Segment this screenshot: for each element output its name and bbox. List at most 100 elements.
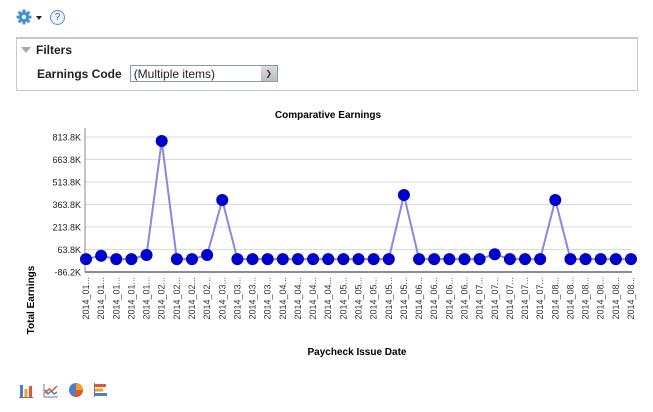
data-point[interactable] (594, 253, 607, 266)
filters-header[interactable]: Filters (21, 43, 72, 57)
filters-title: Filters (36, 43, 73, 57)
x-tick-label: 2014_07... (505, 277, 515, 320)
data-point[interactable] (458, 253, 471, 266)
data-point[interactable] (443, 253, 456, 266)
x-tick-label: 2014_08... (611, 277, 621, 320)
x-tick-label: 2014_06... (429, 277, 439, 320)
x-tick-label: 2014_02... (187, 277, 197, 320)
y-axis-ticks: -86.2K 63.8K 213.8K 363.8K 513.8K 663.8K 813.8… (52, 133, 81, 278)
data-point[interactable] (322, 253, 335, 266)
pie-chart-icon[interactable] (68, 382, 84, 398)
data-point[interactable] (503, 253, 516, 266)
y-tick-label: 813.8K (52, 133, 81, 143)
y-tick-label: 213.8K (52, 223, 81, 233)
earnings-code-label: Earnings Code (37, 66, 122, 81)
earnings-series (80, 135, 637, 266)
x-tick-label: 2014_04... (308, 277, 318, 320)
data-point[interactable] (609, 253, 622, 266)
data-point[interactable] (170, 253, 183, 266)
data-point[interactable] (367, 253, 380, 266)
comparative-earnings-chart: Comparative Earnings Total Earnings Payc… (26, 110, 637, 358)
earnings-code-filter: Earnings Code (Multiple items) ❯ (37, 65, 278, 82)
data-point[interactable] (110, 253, 123, 266)
x-axis-label: Paycheck Issue Date (308, 347, 407, 358)
x-tick-label: 2014_07... (490, 277, 500, 320)
y-tick-label: 663.8K (52, 155, 81, 165)
x-tick-label: 2014_02... (157, 277, 167, 320)
data-point[interactable] (95, 249, 108, 262)
data-point[interactable] (397, 189, 410, 202)
data-point[interactable] (291, 253, 304, 266)
x-tick-label: 2014_08... (626, 277, 636, 320)
earnings-code-select[interactable]: (Multiple items) ❯ (129, 65, 278, 82)
data-point[interactable] (261, 253, 274, 266)
line-chart-icon[interactable] (43, 382, 59, 398)
data-point[interactable] (382, 253, 395, 266)
x-tick-label: 2014_07... (475, 277, 485, 320)
y-tick-label: -86.2K (54, 268, 81, 278)
data-point[interactable] (201, 249, 214, 262)
data-point[interactable] (519, 253, 532, 266)
help-icon[interactable]: ? (50, 9, 65, 25)
x-tick-label: 2014_04... (278, 277, 288, 320)
x-tick-label: 2014_06... (459, 277, 469, 320)
x-tick-label: 2014_05... (354, 277, 364, 320)
data-point[interactable] (428, 253, 441, 266)
data-point[interactable] (307, 253, 320, 266)
x-tick-label: 2014_03... (263, 277, 273, 320)
caret-down-icon[interactable] (36, 16, 42, 20)
series-line (85, 140, 631, 261)
x-tick-label: 2014_04... (323, 277, 333, 320)
data-point[interactable] (246, 253, 259, 266)
gear-icon[interactable] (16, 9, 32, 25)
chart-title: Comparative Earnings (275, 110, 382, 121)
x-tick-label: 2014_02... (172, 277, 182, 320)
data-point[interactable] (549, 193, 562, 206)
data-point[interactable] (125, 253, 138, 266)
data-point[interactable] (155, 135, 168, 148)
y-tick-label: 63.8K (57, 245, 81, 255)
data-point[interactable] (185, 253, 198, 266)
x-tick-label: 2014_01... (81, 277, 91, 320)
x-tick-label: 2014_02... (202, 277, 212, 320)
data-point[interactable] (276, 253, 289, 266)
chart-gridlines (85, 136, 632, 250)
data-point[interactable] (564, 253, 577, 266)
x-tick-label: 2014_01... (126, 277, 136, 320)
x-tick-label: 2014_08... (565, 277, 575, 320)
x-tick-label: 2014_03... (217, 277, 227, 320)
data-point[interactable] (352, 253, 365, 266)
x-tick-label: 2014_01... (111, 277, 121, 320)
data-point[interactable] (140, 249, 153, 262)
x-axis-ticks: 2014_01... 2014_01... 2014_01... 2014_01...… (81, 277, 636, 320)
data-point[interactable] (413, 253, 426, 266)
x-tick-label: 2014_06... (414, 277, 424, 320)
data-point[interactable] (579, 253, 592, 266)
x-tick-label: 2014_07... (520, 277, 530, 320)
chart-type-switcher (18, 382, 109, 398)
x-tick-label: 2014_08... (596, 277, 606, 320)
y-tick-label: 363.8K (52, 200, 81, 210)
collapse-triangle-icon[interactable] (21, 47, 31, 53)
chevron-down-icon[interactable]: ❯ (260, 66, 277, 81)
x-tick-label: 2014_01... (142, 277, 152, 320)
data-point[interactable] (231, 253, 244, 266)
data-point[interactable] (337, 253, 350, 266)
x-tick-label: 2014_04... (293, 277, 303, 320)
data-point[interactable] (473, 253, 486, 266)
bar-chart-icon[interactable] (18, 382, 34, 398)
x-tick-label: 2014_05... (384, 277, 394, 320)
x-tick-label: 2014_07... (535, 277, 545, 320)
data-point[interactable] (216, 193, 229, 206)
horizontal-bar-chart-icon[interactable] (93, 382, 109, 398)
data-point[interactable] (488, 248, 501, 261)
earnings-code-value: (Multiple items) (133, 66, 216, 81)
data-point[interactable] (534, 253, 547, 266)
filters-panel: Filters Earnings Code (Multiple items) ❯ (16, 37, 638, 91)
x-tick-label: 2014_03... (248, 277, 258, 320)
data-point[interactable] (625, 253, 637, 266)
x-tick-label: 2014_05... (338, 277, 348, 320)
x-tick-label: 2014_01... (96, 277, 106, 320)
data-point[interactable] (80, 253, 92, 266)
x-tick-label: 2014_06... (444, 277, 454, 320)
